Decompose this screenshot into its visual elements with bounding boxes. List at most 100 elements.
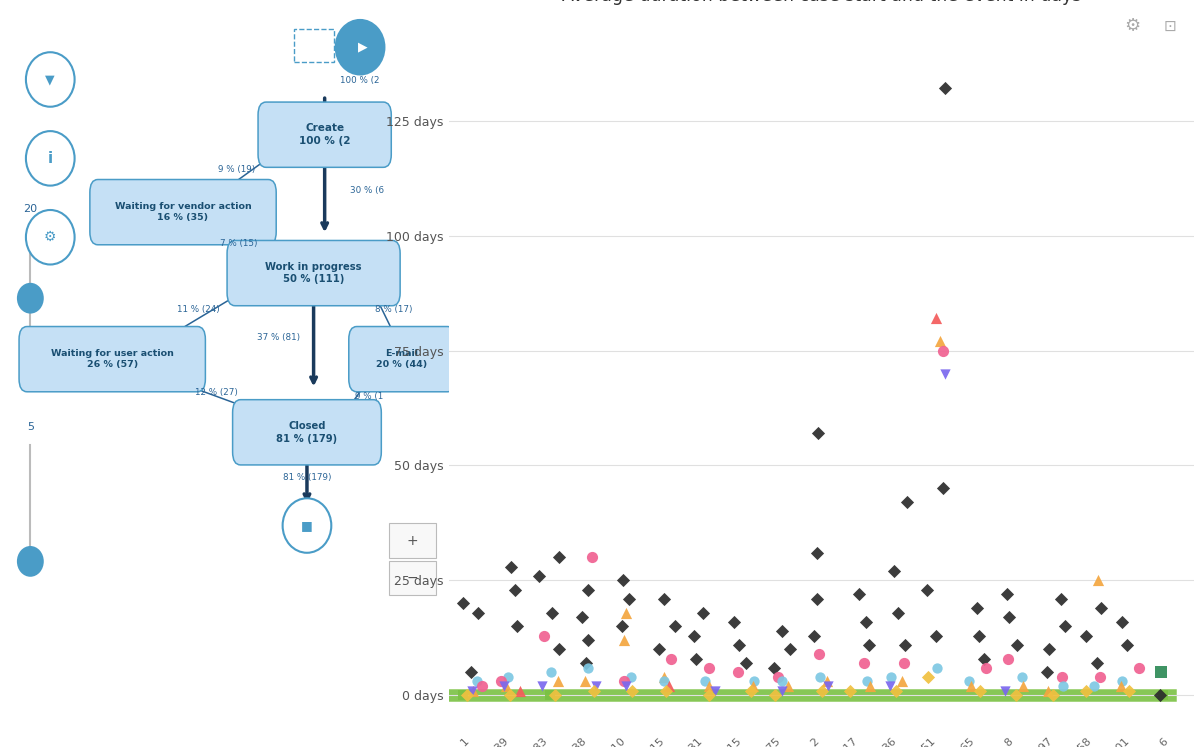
- Text: 100 % (2: 100 % (2: [341, 76, 380, 85]
- Point: [461, 666, 480, 678]
- Point: [1012, 671, 1031, 683]
- Text: ■: ■: [301, 519, 313, 532]
- Point: [1038, 666, 1057, 678]
- Point: [744, 675, 763, 687]
- Ellipse shape: [18, 284, 43, 312]
- Point: [614, 675, 634, 687]
- Ellipse shape: [26, 52, 74, 107]
- Point: [532, 680, 551, 692]
- Ellipse shape: [283, 498, 331, 553]
- Point: [494, 680, 514, 692]
- Point: [895, 639, 914, 651]
- Point: [1151, 689, 1170, 701]
- FancyBboxPatch shape: [233, 400, 382, 465]
- Text: Waiting for vendor action
16 % (35): Waiting for vendor action 16 % (35): [115, 202, 252, 222]
- Point: [928, 662, 947, 674]
- Point: [613, 620, 632, 632]
- Point: [898, 496, 917, 508]
- Point: [1112, 675, 1132, 687]
- Point: [586, 680, 605, 692]
- Point: [529, 570, 548, 582]
- Point: [576, 657, 595, 669]
- Point: [1014, 680, 1033, 692]
- Point: [930, 335, 949, 347]
- Point: [808, 547, 827, 559]
- Point: [462, 685, 481, 697]
- Point: [463, 685, 482, 697]
- Point: [696, 675, 715, 687]
- Point: [880, 680, 899, 692]
- Point: [971, 685, 990, 697]
- Point: [492, 675, 511, 687]
- Point: [935, 368, 954, 379]
- Point: [550, 551, 569, 563]
- FancyBboxPatch shape: [389, 561, 436, 595]
- Point: [769, 671, 788, 683]
- Point: [1076, 630, 1096, 642]
- Point: [1039, 643, 1058, 655]
- Text: Work in progress
50 % (111): Work in progress 50 % (111): [265, 262, 362, 285]
- Point: [700, 680, 719, 692]
- Point: [576, 675, 595, 687]
- Point: [894, 657, 913, 669]
- Point: [473, 680, 492, 692]
- Point: [773, 685, 792, 697]
- Point: [1129, 662, 1148, 674]
- Point: [725, 616, 744, 627]
- Point: [850, 588, 869, 600]
- Point: [926, 312, 946, 324]
- Text: 12 % (27): 12 % (27): [194, 388, 238, 397]
- Point: [998, 653, 1018, 665]
- Point: [1120, 685, 1139, 697]
- Text: E-mail
20 % (44): E-mail 20 % (44): [377, 349, 427, 369]
- Point: [1088, 574, 1108, 586]
- Text: 11 % (24): 11 % (24): [178, 306, 220, 314]
- Point: [959, 675, 978, 687]
- Point: [497, 680, 516, 692]
- Point: [614, 634, 634, 646]
- Point: [934, 483, 953, 495]
- Text: 20: 20: [23, 204, 37, 214]
- FancyBboxPatch shape: [90, 179, 276, 245]
- Text: 81 % (179): 81 % (179): [283, 473, 331, 482]
- Point: [918, 583, 937, 595]
- Point: [968, 602, 988, 614]
- Point: [1152, 666, 1171, 678]
- Point: [620, 671, 640, 683]
- Ellipse shape: [26, 210, 74, 264]
- Point: [736, 657, 755, 669]
- Title: Average duration between case start and the event in days: Average duration between case start and …: [562, 0, 1081, 5]
- Point: [742, 685, 761, 697]
- Point: [659, 680, 678, 692]
- Ellipse shape: [18, 547, 43, 576]
- Point: [1076, 685, 1096, 697]
- Point: [859, 639, 878, 651]
- Point: [542, 607, 562, 619]
- Point: [1000, 611, 1019, 623]
- Point: [804, 630, 823, 642]
- Point: [1087, 657, 1106, 669]
- Point: [772, 675, 791, 687]
- Point: [860, 680, 880, 692]
- Text: 30 % (6: 30 % (6: [349, 186, 384, 195]
- Point: [998, 588, 1018, 600]
- Point: [694, 607, 713, 619]
- Point: [728, 666, 748, 678]
- FancyBboxPatch shape: [349, 326, 456, 391]
- Point: [730, 639, 749, 651]
- Point: [1090, 671, 1109, 683]
- Point: [686, 653, 706, 665]
- Point: [468, 607, 487, 619]
- Point: [502, 560, 521, 572]
- Point: [778, 680, 797, 692]
- Point: [1054, 680, 1073, 692]
- Point: [809, 427, 828, 439]
- Point: [935, 82, 954, 94]
- Point: [1091, 602, 1110, 614]
- Text: −: −: [407, 571, 418, 585]
- Point: [1038, 685, 1057, 697]
- Point: [572, 611, 592, 623]
- Point: [498, 671, 517, 683]
- Point: [889, 607, 908, 619]
- FancyBboxPatch shape: [19, 326, 205, 391]
